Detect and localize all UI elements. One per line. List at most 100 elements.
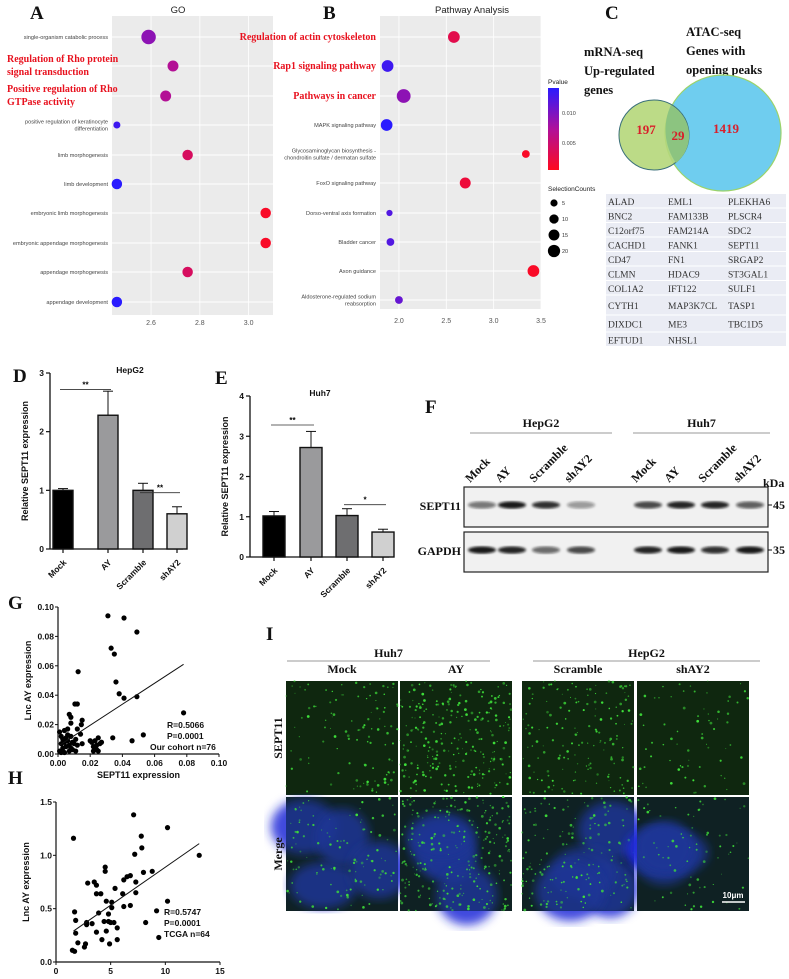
lane-label: shAY2: [561, 451, 595, 485]
sept11-puncta: [440, 742, 444, 745]
panel-label-e: E: [215, 368, 228, 389]
sept11-puncta: [401, 802, 405, 806]
sept11-puncta: [412, 699, 414, 702]
x-tick-label: 5: [108, 966, 113, 976]
sept11-puncta: [449, 688, 452, 691]
sept11-puncta: [610, 756, 613, 759]
sept11-puncta: [294, 830, 297, 833]
sept11-puncta: [304, 689, 306, 691]
sept11-puncta: [341, 684, 343, 686]
sept11-puncta: [574, 771, 577, 773]
sept11-puncta: [407, 749, 410, 752]
sept11-puncta: [427, 756, 429, 758]
sept11-puncta: [448, 866, 451, 869]
x-tick-label: 10: [161, 966, 171, 976]
sept11-puncta: [645, 748, 647, 751]
sept11-puncta: [539, 863, 541, 866]
sept11-puncta: [589, 836, 592, 840]
micrograph: [637, 681, 749, 795]
x-axis-label: SEPT11 expression: [97, 770, 180, 780]
sept11-puncta: [427, 750, 430, 752]
sept11-puncta: [414, 708, 417, 712]
sept11-puncta: [699, 800, 702, 803]
sept11-puncta: [574, 817, 576, 819]
data-point: [114, 925, 120, 931]
sept11-puncta: [700, 736, 704, 740]
sept11-puncta: [525, 727, 527, 730]
sept11-puncta: [502, 682, 506, 685]
sept11-puncta: [383, 781, 387, 784]
sept11-puncta: [451, 887, 454, 890]
sept11-puncta: [480, 815, 484, 818]
sept11-puncta: [359, 807, 361, 810]
enrichment-dot: [386, 209, 393, 217]
micrograph: [286, 681, 398, 795]
sept11-puncta: [444, 883, 446, 885]
sept11-puncta: [561, 693, 563, 695]
sept11-puncta: [566, 897, 568, 899]
sept11-puncta: [498, 870, 500, 872]
sept11-puncta: [362, 726, 365, 729]
sept11-puncta: [458, 858, 460, 861]
sept11-puncta: [608, 773, 610, 776]
sept11-puncta: [562, 808, 565, 811]
sept11-puncta: [391, 742, 394, 745]
sept11-puncta: [367, 735, 371, 738]
sept11-puncta: [563, 861, 566, 864]
sept11-puncta: [399, 739, 401, 742]
sept11-puncta: [574, 697, 577, 700]
protein-band: [532, 546, 560, 554]
sept11-puncta: [608, 848, 611, 852]
sept11-puncta: [736, 842, 738, 844]
sept11-puncta: [709, 721, 713, 725]
sept11-puncta: [529, 791, 531, 793]
sept11-puncta: [551, 789, 553, 791]
sept11-puncta: [536, 778, 539, 781]
highlighted-term-label: Regulation of actin cytoskeleton: [240, 32, 377, 43]
sept11-puncta: [306, 715, 310, 718]
sept11-puncta: [567, 806, 569, 808]
sept11-puncta: [472, 898, 476, 902]
sept11-puncta: [549, 713, 552, 717]
sept11-puncta: [377, 798, 381, 801]
data-point: [79, 717, 85, 723]
sept11-puncta: [411, 838, 413, 841]
sept11-puncta: [506, 782, 509, 786]
sept11-puncta: [522, 857, 525, 860]
size-legend-label: 5: [562, 201, 565, 207]
sept11-puncta: [584, 802, 586, 804]
sept11-puncta: [566, 799, 569, 801]
sept11-puncta: [494, 786, 496, 789]
data-point: [133, 879, 139, 885]
venn-right-count: 1419: [713, 121, 740, 136]
correlation-annotation: P=0.0001: [164, 918, 201, 928]
sept11-puncta: [481, 717, 484, 720]
protein-band: [498, 501, 526, 509]
sept11-puncta: [706, 831, 710, 835]
sept11-puncta: [495, 718, 498, 722]
sept11-puncta: [418, 703, 420, 705]
sept11-puncta: [575, 876, 578, 879]
sept11-puncta: [364, 884, 366, 886]
sept11-puncta: [489, 792, 492, 795]
panel-label-i: I: [266, 624, 273, 645]
sept11-puncta: [637, 818, 640, 821]
protein-band: [701, 501, 729, 509]
sept11-puncta: [534, 873, 537, 875]
sept11-puncta: [543, 790, 547, 793]
sept11-puncta: [408, 691, 411, 693]
gene-cell: HDAC9: [668, 270, 700, 280]
sept11-puncta: [739, 807, 741, 809]
sept11-puncta: [505, 722, 507, 724]
sept11-puncta: [559, 835, 562, 838]
sept11-puncta: [667, 856, 670, 860]
sept11-puncta: [594, 715, 597, 717]
sept11-puncta: [662, 743, 665, 746]
sept11-puncta: [724, 798, 726, 801]
sept11-puncta: [386, 838, 389, 841]
data-point: [71, 909, 78, 915]
sept11-puncta: [522, 883, 524, 885]
sept11-puncta: [489, 816, 492, 818]
sept11-puncta: [488, 872, 491, 875]
